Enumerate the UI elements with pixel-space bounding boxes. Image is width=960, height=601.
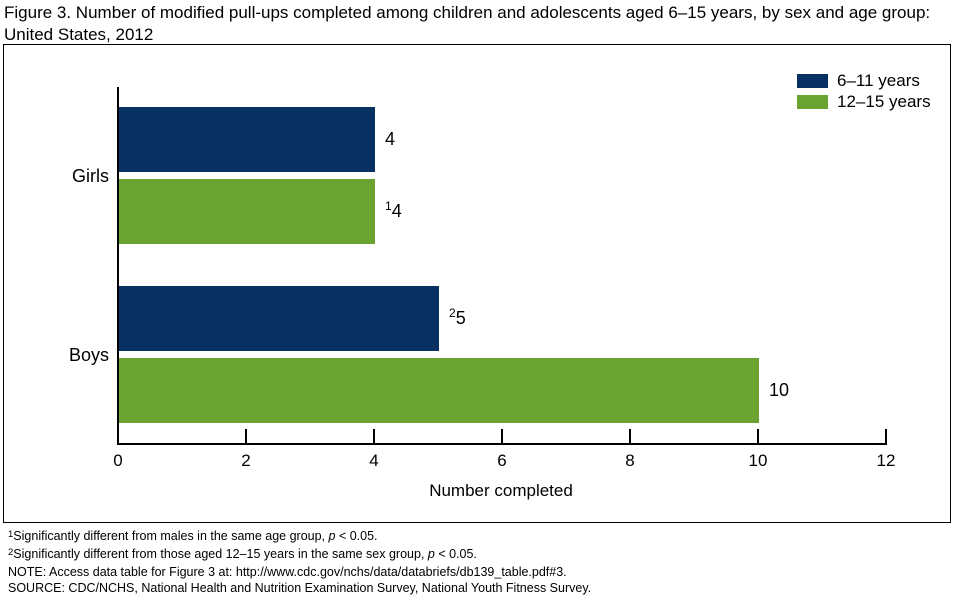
- footnote-1-text: Significantly different from males in th…: [13, 529, 329, 543]
- x-tick-12: [885, 429, 887, 443]
- footnote-2-p: p: [427, 547, 435, 561]
- footnote-1-tail: < 0.05.: [335, 529, 378, 543]
- bar-value-number: 4: [391, 201, 402, 221]
- x-tick-label-8: 8: [625, 451, 635, 470]
- category-label-boys: Boys: [68, 345, 109, 365]
- x-tick-label-0: 0: [113, 451, 123, 470]
- footnote-2-tail: < 0.05.: [434, 547, 477, 561]
- bar-value-superscript: 1: [385, 198, 392, 213]
- footnote-1-p: p: [328, 529, 336, 543]
- x-tick-2: [245, 429, 247, 443]
- category-label-girls: Girls: [72, 166, 109, 186]
- x-axis-line: [117, 443, 887, 445]
- legend-label-6-11-years: 6–11 years: [837, 71, 920, 90]
- x-tick-label-4: 4: [369, 451, 379, 470]
- x-tick-6: [501, 429, 503, 443]
- bar-boys-12-15: [119, 358, 759, 423]
- bar-girls-12-15: [119, 179, 375, 244]
- bar-value-number: 4: [385, 129, 396, 149]
- bar-value-number: 10: [769, 380, 790, 400]
- legend-label-12-15-years: 12–15 years: [837, 92, 931, 111]
- bar-girls-6-11: [119, 107, 375, 172]
- bar-boys-6-11: [119, 286, 439, 351]
- chart-frame: 6–11 years 12–15 years 0 2 4 6 8 10 12 4 1 4 2 5 10…: [3, 44, 951, 523]
- footnote-1: 1Significantly different from males in t…: [8, 528, 591, 546]
- x-tick-label-10: 10: [748, 451, 768, 470]
- footnote-2-superscript: 2: [8, 547, 14, 558]
- footnotes: 1Significantly different from males in t…: [8, 528, 591, 596]
- legend-swatch-12-15-years: [797, 95, 828, 109]
- x-tick-label-12: 12: [876, 451, 896, 470]
- y-axis-line: [117, 87, 119, 445]
- x-tick-8: [629, 429, 631, 443]
- footnote-note: NOTE: Access data table for Figure 3 at:…: [8, 565, 567, 579]
- legend-item-6-11-years: 6–11 years: [797, 71, 931, 90]
- bar-value-girls-6-11: 4: [385, 107, 395, 172]
- legend-item-12-15-years: 12–15 years: [797, 92, 931, 111]
- footnote-2-text: Significantly different from those aged …: [13, 547, 428, 561]
- x-tick-label-6: 6: [497, 451, 507, 470]
- legend-swatch-6-11-years: [797, 74, 828, 88]
- chart-legend: 6–11 years 12–15 years: [797, 71, 931, 116]
- x-tick-label-2: 2: [241, 451, 251, 470]
- footnote-source: SOURCE: CDC/NCHS, National Health and Nu…: [8, 581, 592, 595]
- x-tick-10: [757, 429, 759, 443]
- figure-title: Figure 3. Number of modified pull-ups co…: [4, 3, 931, 44]
- footnote-1-superscript: 1: [8, 529, 14, 540]
- bar-value-number: 5: [455, 308, 466, 328]
- bar-value-boys-12-15: 10: [769, 358, 789, 423]
- bar-value-superscript: 2: [449, 305, 456, 320]
- x-tick-4: [373, 429, 375, 443]
- x-axis-title: Number completed: [429, 481, 573, 500]
- footnote-2: 2Significantly different from those aged…: [8, 546, 591, 564]
